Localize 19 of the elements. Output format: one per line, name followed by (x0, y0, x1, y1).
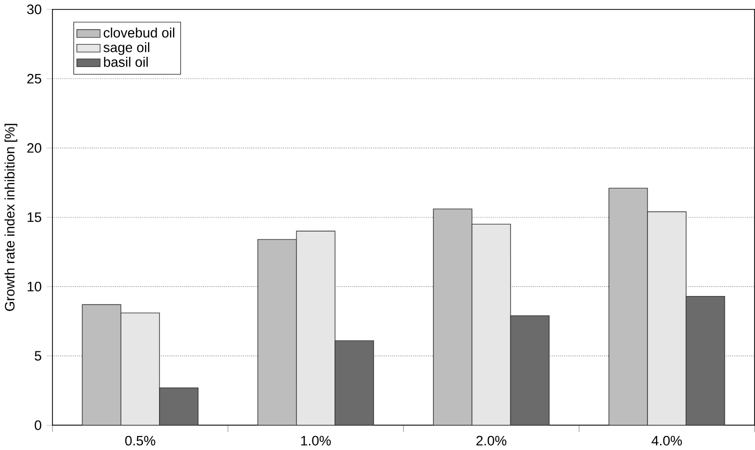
y-tick-label: 5 (34, 351, 42, 361)
bar (608, 188, 648, 426)
x-tick-label: 1.0% (301, 436, 331, 446)
y-tick-label: 15 (28, 212, 42, 222)
y-tick-label: 30 (27, 4, 42, 14)
bar (433, 208, 472, 426)
y-tick-label: 20 (27, 143, 42, 153)
y-tick-label: 0 (34, 420, 42, 430)
x-tick-label: 4.0% (652, 436, 682, 446)
y-axis-title: Growth rate index inhibition [%] (4, 124, 18, 311)
legend-label: sage oil (104, 42, 150, 55)
x-tick-label: 2.0% (476, 436, 506, 446)
x-tick-label: 0.5% (125, 436, 156, 446)
legend-label: basil oil (104, 56, 148, 67)
bar (82, 304, 122, 426)
bar (257, 239, 297, 426)
legend-label: clovebud oil (104, 28, 174, 38)
y-tick-label: 25 (27, 74, 42, 84)
y-tick-label: 10 (28, 282, 42, 292)
